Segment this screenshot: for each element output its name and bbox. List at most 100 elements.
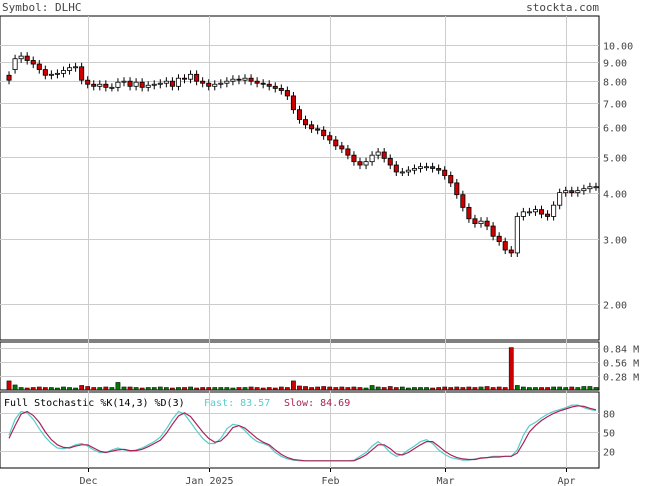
volume-bar [139,387,145,391]
volume-bar [533,387,538,391]
volume-bar [85,386,91,391]
volume-bar [133,387,139,391]
candle-body [151,83,157,86]
candle-body [296,109,302,121]
volume-bar [182,387,187,391]
volume-bar [508,347,514,391]
volume-bar [309,387,314,391]
symbol-label: Symbol: DLHC [2,1,81,14]
candle-body [581,188,587,192]
candle-body [490,225,496,237]
volume-bar [345,387,351,391]
candle-body [436,168,442,171]
volume-bar [42,387,48,391]
candle-body [230,78,236,82]
volume-bar [424,387,429,391]
candle-body [36,63,42,70]
candle-body [411,168,417,171]
candle-body [67,67,73,71]
stochastic-panel [0,391,600,469]
volume-bar [351,386,357,391]
volume-bar [551,386,556,391]
candle-body [417,166,424,169]
volume-bar [248,386,254,391]
candle-body [200,80,206,84]
volume-axis: 0.84 M 0.56 M 0.28 M [603,345,639,384]
volume-bar [399,386,405,391]
volume-bar [321,386,327,391]
volume-bar [406,387,411,391]
volume-bar [266,387,272,391]
volume-bar [170,387,175,391]
volume-bar [387,386,393,391]
candle-body [587,186,593,190]
candle-body [194,73,200,82]
volume-bar [151,387,157,391]
candle-body [363,161,369,166]
volume-bar [478,386,484,391]
candle-body [405,169,411,173]
candle-body [254,80,260,84]
candle-body [18,55,24,60]
candle-body [545,213,551,217]
candle-body [97,83,103,87]
volume-bar [49,387,54,391]
volume-bar [157,386,163,391]
candle-body [593,186,599,189]
candle-body [569,190,575,194]
stochastic-lines [8,404,597,462]
candle-body [538,209,545,215]
candles [6,52,599,257]
candle-body [460,194,466,208]
date-tick-label: Dec [79,476,97,486]
candle-body [272,85,278,89]
volume-bar [115,382,121,391]
volume-bar [297,385,302,391]
stochastic-title: Full Stochastic %K(14,3) %D(3) [4,398,185,409]
candle-body [369,154,375,163]
candle-body [430,166,436,169]
volume-bar [61,386,66,391]
price-tick-label: 9.00 [603,59,627,70]
price-tick-label: 4.00 [603,190,627,201]
candle-body [169,80,175,87]
volume-bar [327,386,333,391]
volume-bar [448,387,454,391]
volume-bar [575,387,581,391]
price-panel [0,15,600,341]
volume-bar [393,387,399,391]
volume-bar [587,386,593,391]
volume-bar [272,387,278,391]
volume-bar [79,385,85,391]
volume-tick-label: 0.56 M [603,359,639,370]
price-tick-label: 5.00 [603,154,627,165]
candle-body [242,77,248,81]
stochastic-tick-label: 80 [603,410,615,421]
stochastic-tick-label: 50 [603,429,615,440]
candle-body [327,135,333,141]
volume-bar [369,385,375,391]
volume-bar [527,387,532,391]
candle-body [484,220,490,227]
volume-bar [30,387,36,391]
volume-bar [484,386,490,391]
volume-bar [224,387,230,391]
volume-bar [36,386,42,391]
volume-bar [436,387,442,391]
volume-bar [303,386,308,391]
candle-body [212,83,218,87]
volume-bar [315,386,320,391]
volume-bar [91,387,97,391]
date-tick-label: Jan 2025 [185,476,233,486]
volume-bar [375,386,381,391]
volume-bar [97,387,103,391]
candle-body [73,66,79,69]
candle-body [375,151,381,156]
candle-body [315,128,321,131]
candle-body [236,78,242,81]
volume-bar [145,387,151,391]
volume-bar [520,386,526,391]
candle-body [127,80,133,87]
